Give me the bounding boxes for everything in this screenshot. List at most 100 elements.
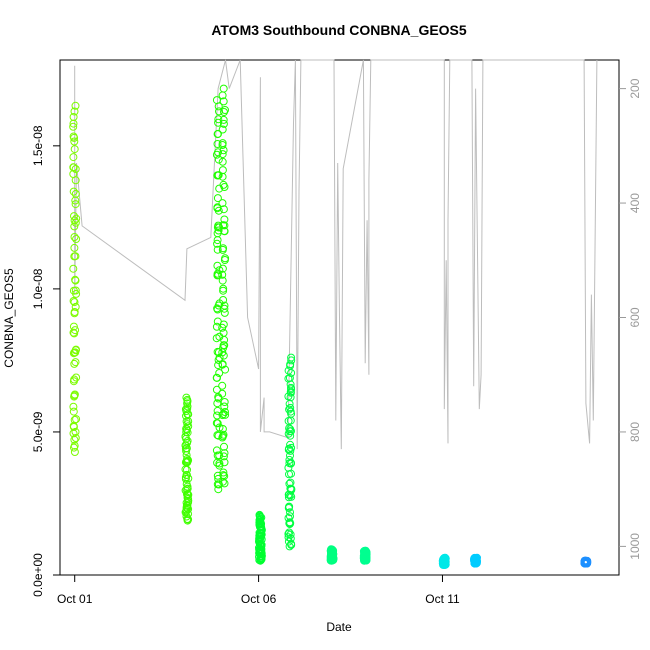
data-point (70, 329, 79, 338)
data-point (214, 271, 223, 280)
data-point (218, 157, 227, 166)
data-point (71, 286, 80, 295)
data-point (219, 180, 228, 189)
data-point (69, 187, 78, 196)
chart-title: ATOM3 Southbound CONBNA_GEOS5 (211, 22, 467, 38)
data-point (221, 106, 229, 114)
data-point (284, 533, 293, 542)
data-point (220, 304, 229, 313)
data-point (182, 470, 191, 479)
data-point (286, 508, 294, 517)
data-point (580, 556, 589, 565)
data-point (69, 407, 78, 416)
data-point (286, 512, 294, 521)
x-tick-label: Oct 06 (241, 592, 277, 606)
data-point (212, 419, 221, 428)
point-series (284, 353, 296, 551)
data-point (213, 451, 222, 460)
data-point (69, 297, 78, 305)
data-point (212, 150, 221, 159)
data-point (220, 221, 229, 230)
data-point (212, 446, 221, 455)
data-point (218, 199, 227, 208)
data-point (215, 369, 224, 377)
data-point (69, 153, 78, 162)
data-point (218, 360, 227, 369)
data-point (221, 365, 230, 374)
data-point (71, 275, 80, 284)
data-point (69, 163, 78, 172)
data-point (72, 235, 81, 243)
data-point (71, 165, 80, 173)
point-series (181, 393, 193, 525)
data-point (215, 107, 223, 116)
data-point (71, 434, 80, 442)
data-point (70, 308, 79, 316)
data-point (69, 132, 78, 141)
data-point (219, 410, 228, 419)
right-tick-label: 200 (628, 78, 642, 98)
data-point (184, 456, 193, 465)
data-point (70, 137, 79, 146)
data-point (213, 239, 222, 248)
data-point (255, 510, 264, 519)
data-point (219, 115, 228, 124)
y-axis-title: CONBNA_GEOS5 (2, 268, 16, 368)
data-point (184, 494, 193, 503)
data-point (70, 212, 78, 221)
y-tick-label: 1.0e-08 (31, 268, 45, 309)
data-point (286, 446, 295, 455)
data-point (70, 145, 79, 154)
data-point (287, 356, 296, 365)
data-point (218, 245, 227, 254)
axes-layer: Oct 01 Oct 06 Oct 11 0.0e+00 5.0e-09 1.0e-08 1… (31, 78, 642, 606)
data-point (213, 399, 222, 408)
data-point (72, 214, 81, 223)
data-point (286, 416, 295, 425)
data-point (218, 411, 227, 420)
pressure-profile-layer (74, 59, 598, 450)
data-point (214, 171, 223, 180)
data-point (70, 233, 79, 241)
data-point (69, 113, 78, 121)
data-point (71, 358, 80, 367)
point-series (255, 510, 266, 565)
data-point (219, 296, 228, 304)
data-point (181, 441, 190, 450)
data-point (218, 270, 227, 279)
data-point (218, 166, 227, 175)
data-point (219, 205, 228, 214)
point-series (580, 556, 592, 568)
data-point (71, 427, 80, 436)
data-point (285, 528, 294, 537)
data-point (286, 440, 295, 449)
data-point (470, 553, 479, 562)
data-point (215, 459, 224, 468)
data-point (284, 493, 293, 502)
data-point (218, 389, 227, 398)
data-point (72, 415, 81, 424)
point-series (438, 553, 450, 569)
data-point (219, 84, 228, 93)
data-point (220, 227, 229, 236)
data-point (219, 351, 228, 360)
data-point (220, 442, 228, 451)
data-point (220, 402, 229, 411)
data-point (219, 344, 228, 352)
data-point (286, 478, 295, 487)
data-point (214, 361, 223, 370)
data-point (285, 405, 294, 414)
right-tick-label: 600 (628, 307, 642, 327)
point-series (470, 553, 481, 568)
x-tick-label: Oct 11 (425, 592, 460, 606)
data-point (70, 359, 79, 368)
data-point (219, 97, 228, 106)
data-point (183, 490, 191, 499)
data-point (214, 485, 223, 494)
data-point (214, 431, 223, 440)
data-point (184, 422, 193, 431)
data-point (183, 455, 192, 463)
data-point (70, 392, 79, 401)
data-point (69, 122, 78, 131)
